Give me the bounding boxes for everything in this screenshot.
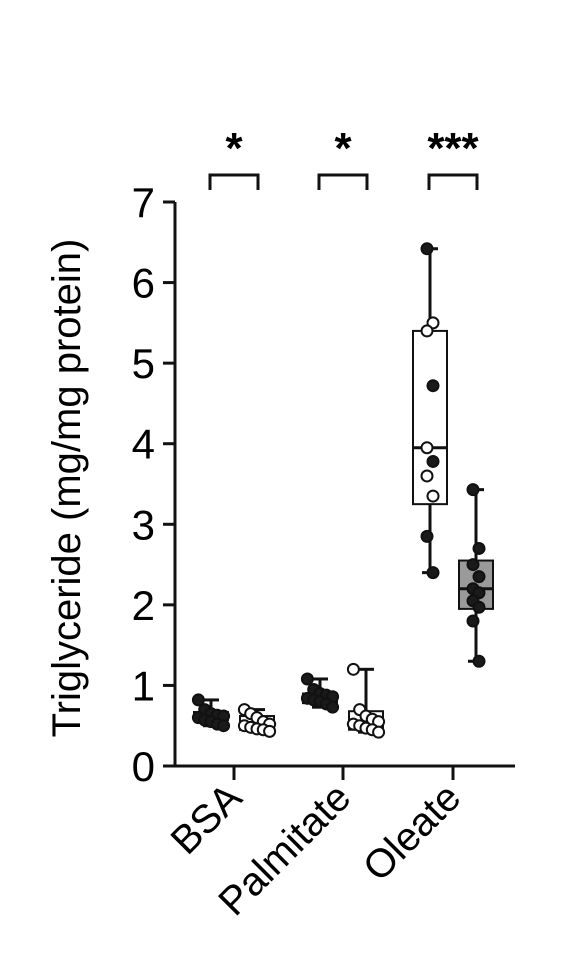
data-point: [426, 454, 440, 468]
y-axis-label: Triglyceride (mg/mg protein): [45, 239, 89, 738]
data-point: [420, 441, 434, 455]
data-point: [466, 558, 480, 572]
x-tick-label-bsa: BSA: [163, 775, 251, 863]
data-point: [472, 541, 486, 555]
data-points: [191, 242, 486, 739]
significance-label: *: [334, 124, 352, 173]
data-point: [472, 600, 486, 614]
y-tick-label: 3: [132, 501, 155, 548]
data-point: [372, 725, 386, 739]
data-point: [420, 242, 434, 256]
data-point: [263, 724, 277, 738]
y-tick-label: 4: [132, 421, 155, 468]
significance-label: *: [225, 124, 243, 173]
data-point: [426, 566, 440, 580]
data-point: [326, 700, 340, 714]
y-tick-label: 7: [132, 179, 155, 226]
data-point: [346, 662, 360, 676]
significance-bracket: [317, 173, 369, 190]
axes: [173, 202, 515, 780]
data-point: [426, 489, 440, 503]
data-point: [420, 529, 434, 543]
significance-label: ***: [427, 124, 479, 173]
data-point: [426, 379, 440, 393]
x-tick-label-oleate: Oleate: [355, 775, 469, 889]
significance-bracket: [208, 173, 260, 190]
box-plots: [193, 247, 494, 734]
data-point: [420, 324, 434, 338]
y-ticks: 0 1 2 3 4 5 6 7: [132, 179, 175, 790]
data-point: [466, 614, 480, 628]
significance-brackets: * * ***: [208, 124, 480, 190]
y-tick-label: 1: [132, 662, 155, 709]
data-point: [472, 570, 486, 584]
box-oleate-a: [412, 247, 448, 575]
y-tick-label: 6: [132, 260, 155, 307]
y-tick-label: 2: [132, 582, 155, 629]
significance-bracket: [427, 173, 479, 190]
data-point: [466, 483, 480, 497]
y-tick-label: 0: [132, 743, 155, 790]
data-point: [217, 719, 231, 733]
y-tick-label: 5: [132, 340, 155, 387]
data-point: [472, 654, 486, 668]
data-point: [191, 693, 205, 707]
data-point: [420, 469, 434, 483]
data-point: [300, 672, 314, 686]
